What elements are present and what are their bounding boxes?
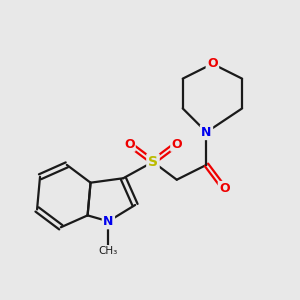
Text: O: O <box>207 57 218 70</box>
Text: CH₃: CH₃ <box>99 246 118 256</box>
Text: S: S <box>148 155 158 169</box>
Text: O: O <box>171 138 182 151</box>
Text: O: O <box>219 182 230 195</box>
Text: O: O <box>124 138 134 151</box>
Text: N: N <box>103 215 114 228</box>
Text: N: N <box>201 126 212 139</box>
